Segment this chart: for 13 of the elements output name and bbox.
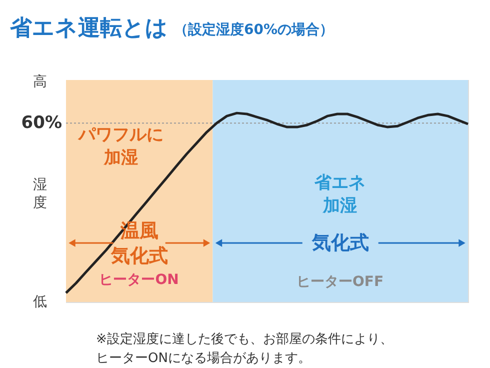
chart-title: 省エネ運転とは (9, 16, 168, 41)
text: 高 (33, 74, 47, 90)
chart-subtitle: （設定湿度60%の場合） (174, 21, 334, 38)
annotation: ヒーターOFF (296, 274, 384, 290)
annotation: 温風気化式 (110, 220, 168, 267)
text: 低 (33, 294, 47, 310)
annotation: パワフルに加湿 (78, 125, 164, 168)
annotation: 気化式 (310, 232, 369, 254)
annotation: ヒーターON (99, 272, 179, 288)
annotation: 省エネ加湿 (314, 173, 366, 216)
text: ※設定湿度に達した後でも、お部屋の条件により、ヒーターONになる場合があります。 (96, 331, 393, 366)
text: 60% (21, 113, 62, 134)
y-axis-title: 湿度 (33, 177, 47, 211)
